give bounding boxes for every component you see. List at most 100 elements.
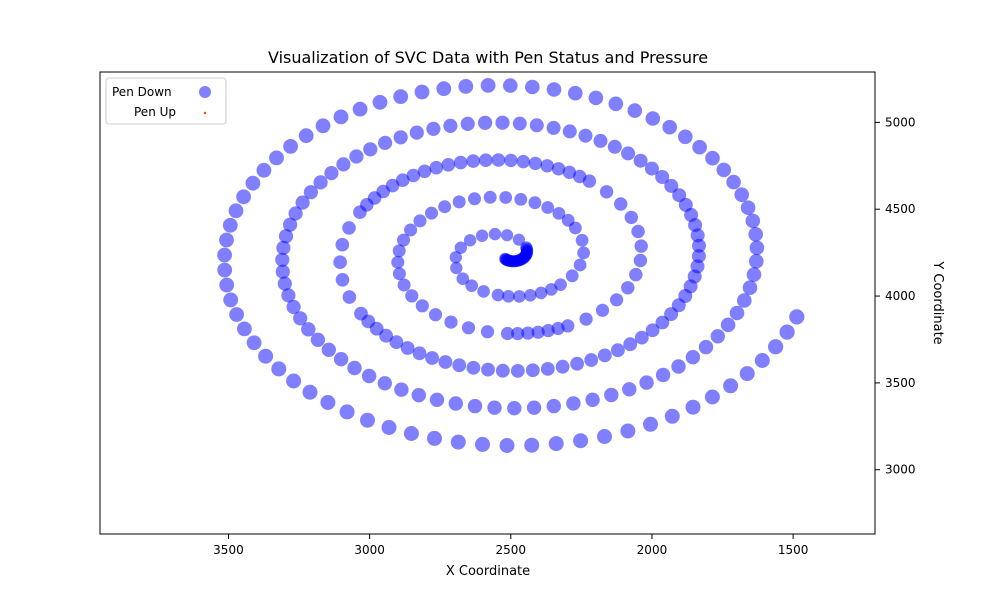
pen-down-point — [452, 195, 466, 209]
pen-down-point — [333, 352, 349, 367]
pen-down-point — [525, 363, 540, 378]
pen-down-point — [397, 278, 411, 292]
pen-down-point — [748, 227, 763, 242]
pen-down-point — [288, 206, 303, 221]
pen-down-point — [726, 174, 741, 190]
pen-down-point — [400, 341, 415, 355]
pen-down-point — [516, 154, 530, 169]
pen-down-point — [573, 433, 589, 449]
pen-down-point — [691, 249, 706, 264]
pen-down-point — [546, 82, 562, 97]
pen-down-point — [413, 214, 427, 228]
pen-down-point — [360, 412, 375, 428]
pen-down-point — [441, 158, 456, 172]
pen-down-point — [463, 234, 477, 247]
pen-down-point — [391, 255, 405, 269]
pen-down-point — [229, 307, 245, 322]
pen-down-point — [627, 103, 643, 118]
pen-down-point — [495, 363, 510, 378]
pen-down-point — [610, 293, 624, 307]
pen-down-point — [480, 325, 495, 339]
pen-down-point — [415, 299, 429, 313]
legend: Pen Down Pen Up — [105, 77, 227, 125]
pen-down-point — [392, 244, 406, 258]
pen-down-point — [729, 305, 745, 321]
pen-down-point — [377, 376, 392, 391]
pen-down-point — [237, 321, 252, 337]
pen-down-point — [672, 188, 687, 203]
pen-down-point — [276, 240, 291, 255]
pen-down-point — [428, 308, 443, 322]
x-tick-label: 2500 — [496, 543, 527, 557]
pen-down-point — [412, 346, 427, 361]
pen-down-point — [524, 289, 537, 302]
pen-down-point — [315, 118, 331, 134]
pen-down-point — [512, 116, 527, 131]
pen-down-point — [342, 221, 356, 235]
pen-down-point — [655, 367, 671, 383]
pen-down-point — [427, 430, 442, 446]
pen-down-point — [621, 281, 635, 295]
pen-down-point — [749, 240, 765, 256]
pen-down-point — [393, 130, 408, 145]
pen-down-point — [467, 398, 483, 414]
y-axis-ticks: 3000 3500 4000 4500 5000 — [875, 115, 916, 477]
pen-down-point — [460, 116, 475, 131]
pen-down-point — [529, 118, 544, 133]
pen-down-point — [275, 264, 290, 279]
pen-down-point — [347, 360, 362, 376]
pen-down-point — [749, 253, 764, 269]
pen-down-point — [593, 133, 608, 148]
pen-down-point — [561, 319, 575, 333]
pen-down-point — [754, 353, 770, 368]
x-tick-label: 2000 — [637, 543, 668, 557]
pen-down-point — [448, 396, 463, 411]
pen-down-point — [579, 312, 593, 326]
pen-down-point — [510, 364, 525, 378]
pen-down-point — [392, 267, 406, 281]
pen-down-point — [521, 326, 535, 340]
pen-down-point — [541, 324, 555, 338]
pen-down-point — [685, 399, 701, 415]
pen-down-point — [573, 258, 587, 272]
x-tick-label: 1500 — [778, 543, 809, 557]
pen-down-point — [511, 327, 525, 341]
pen-down-point — [466, 154, 481, 168]
legend-marker-pen-up — [203, 111, 207, 115]
pen-down-point — [671, 359, 686, 374]
pen-down-point — [513, 290, 526, 303]
pen-down-point — [397, 233, 410, 247]
pen-down-point — [258, 348, 274, 364]
pen-down-point — [411, 388, 426, 403]
pen-down-point — [393, 89, 409, 104]
pen-down-point — [546, 120, 561, 135]
pen-down-point — [716, 162, 732, 178]
plot-area-frame — [99, 71, 876, 535]
legend-marker-pen-down — [199, 86, 211, 98]
pen-down-point — [453, 155, 468, 170]
pen-down-point — [639, 375, 654, 390]
chart-title: Visualization of SVC Data with Pen Statu… — [268, 48, 708, 67]
pen-down-point — [584, 353, 599, 367]
pen-down-point — [217, 247, 233, 263]
x-tick-label: 3000 — [354, 543, 385, 557]
pen-down-point — [321, 342, 336, 357]
pen-down-point — [607, 139, 622, 154]
pen-down-point — [512, 233, 526, 246]
pen-down-point — [310, 332, 326, 347]
pen-down-point — [409, 125, 424, 140]
pen-down-point — [352, 101, 368, 117]
pen-down-point — [369, 321, 384, 336]
pen-down-point — [622, 382, 637, 397]
pen-down-point — [678, 129, 693, 145]
pen-down-point — [425, 206, 438, 220]
pen-down-point — [685, 350, 701, 365]
pen-down-point — [449, 251, 462, 264]
pen-down-point — [320, 395, 336, 410]
pen-down-point — [475, 436, 490, 452]
pen-down-point — [219, 232, 234, 248]
pen-down-point — [548, 436, 564, 452]
y-tick-label: 5000 — [885, 115, 916, 129]
pen-down-point — [298, 128, 314, 144]
